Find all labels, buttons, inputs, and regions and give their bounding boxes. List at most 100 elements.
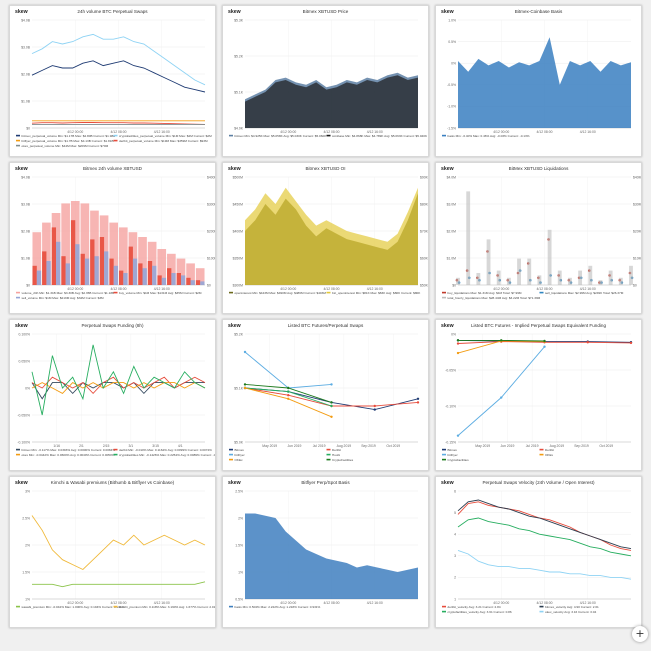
legend-entry: CryptoFacilities: [332, 458, 354, 462]
y-tick-label: 2%: [238, 516, 243, 520]
chart-svg: 0.5% 1% 1.5% 2% 2.5% 4/12 00:00 4/12 08:00 4/12…: [229, 489, 418, 609]
chart-svg: -0.100% -0.050% 0% 0.050% 0.100% 1/16 2/1 2/15 3…: [16, 332, 215, 457]
y-tick-label: $5.2K: [234, 332, 244, 336]
chart-svg: $0 $1.0B $2.0B $3.0B $4.0B $0 $100M $200M $300M $…: [16, 175, 216, 300]
y-tick-label: -0.050%: [17, 413, 30, 417]
bar-volume_24h: [109, 222, 119, 285]
legend-entry: kimchi_premium Min: 0.118% Max: 3.190% A…: [119, 605, 216, 609]
bar-sell_volume: [36, 270, 42, 285]
chart-panel: skew Bitmex-Coinbase Basis -1.5% -1.0% -0.5%…: [435, 5, 642, 157]
skew-logo: skew: [228, 323, 241, 329]
legend-entry: deribit Min: -0.010% Max: 0.1162% Avg: 0…: [119, 448, 212, 452]
y-tick-label: $4.9K: [234, 126, 244, 130]
skew-logo: skew: [15, 323, 28, 329]
marker-Deribit: [456, 342, 460, 345]
bar-volume_24h: [157, 249, 167, 285]
bar-buy_volume: [138, 263, 143, 285]
line-bitFlyer: [244, 351, 332, 389]
bar-total_hourly_liquidations: [629, 265, 633, 285]
add-chart-button[interactable]: +: [632, 626, 648, 642]
x-tick-label: Jul 2019: [313, 444, 326, 448]
chart-svg: 1 2 3 4 5 6 4/12 00:00 4/12 08:00 4/12 16:00 deri…: [442, 489, 632, 614]
bar-sell_volume: [190, 280, 195, 285]
legend-swatch: [326, 458, 331, 461]
y-tick-label: $4.0M: [447, 175, 457, 179]
bar-total_hourly_liquidations: [547, 229, 552, 285]
x-tick-label: 4/12 00:00: [67, 287, 83, 291]
bar-volume_24h: [118, 227, 128, 285]
legend-entry: okex_perpetual_volume Min: $44M Max: $20…: [22, 144, 109, 148]
marker-OKEx: [243, 386, 247, 390]
chart-title: Listed BTC Futures/Perpetual Swaps: [287, 323, 364, 328]
legend-swatch: [326, 448, 331, 451]
y2-tick-label: $40M: [633, 175, 642, 179]
y2-tick-label: $300M: [207, 202, 216, 206]
marker-bitFlyer: [456, 434, 460, 437]
y-tick-label: 2%: [25, 543, 30, 547]
y-tick-label: 0.050%: [19, 359, 31, 363]
legend-entry: wasabi_premium Min: -0.042% Max: 1.000% …: [22, 605, 125, 609]
bar-buy_volume: [99, 237, 105, 285]
x-tick-label: 4/12 08:00: [323, 130, 339, 134]
y2-tick-label: $100M: [207, 256, 216, 260]
y-tick-label: 3: [454, 554, 456, 558]
legend-swatch: [442, 610, 446, 613]
chart-panel: skew Bitflyer Perp/Spot Basis 0.5% 1% 1.5% 2%…: [222, 476, 429, 628]
y2-tick-label: $80K: [420, 202, 429, 206]
legend-swatch: [16, 144, 20, 147]
legend-entry: bitmex Min: $4.925K Max: $5.058K Avg: $5…: [235, 134, 328, 138]
legend-entry: OKEx: [235, 458, 244, 462]
bar-sell_volume: [161, 277, 167, 285]
skew-logo: skew: [228, 9, 241, 15]
y-tick-label: $2.0B: [21, 229, 31, 233]
y-tick-label: $400M: [233, 229, 244, 233]
x-tick-label: 4/12 08:00: [323, 287, 339, 291]
chart-panel: skew Kimchi & Wasabi premiums (Bithumb & …: [9, 476, 216, 628]
legend-entry: deribit_velocity Avg: 3.21 Current: 2.84: [448, 605, 501, 609]
y2-tick-label: $70K: [420, 229, 429, 233]
y-tick-label: $3.0M: [447, 202, 457, 206]
x-tick-label: 2/15: [103, 444, 110, 448]
x-tick-label: 4/12 08:00: [536, 287, 552, 291]
x-tick-label: Jul 2019: [526, 444, 539, 448]
chart-svg: 1% 1.5% 2% 2.5% 3% 4/12 00:00 4/12 08:00 4/12 1…: [16, 489, 216, 609]
y-tick-label: $300M: [233, 283, 244, 287]
bar-sell_volume: [142, 268, 147, 285]
skew-logo: skew: [15, 480, 28, 486]
bar-buy_volume: [128, 246, 133, 285]
legend-swatch: [16, 605, 20, 608]
x-tick-label: 4/12 00:00: [280, 130, 296, 134]
marker-OKEx: [330, 415, 333, 418]
legend-entry: bitflyer_perpetual_volume Min: $1.7B Max…: [22, 139, 114, 143]
legend-swatch: [16, 139, 20, 142]
marker-Huobi: [287, 390, 290, 393]
skew-logo: skew: [441, 9, 454, 15]
chart-panel: skew Perpetual Swaps Velocity (24h Volume…: [435, 476, 642, 628]
legend-swatch: [113, 453, 118, 456]
bar-sell_volume: [65, 263, 70, 285]
legend-swatch: [229, 134, 233, 137]
bar-sell_volume: [180, 275, 186, 285]
x-tick-label: 4/12 08:00: [323, 601, 339, 605]
chart-title: Perpetual Swaps Funding (8h): [81, 323, 144, 328]
x-tick-label: 4/12 16:00: [367, 130, 383, 134]
legend-entry: btc_openinterest Min: $81K Max: $83K Avg…: [332, 291, 421, 295]
x-tick-label: 4/12 00:00: [493, 130, 509, 134]
bar-total_hourly_liquidations: [486, 239, 491, 285]
area-basis: [458, 37, 631, 128]
y2-tick-label: $10M: [633, 256, 642, 260]
legend-entry: Deribit: [545, 448, 554, 452]
legend-entry: bitmex_velocity Avg: 4.90 Current: 2.01: [545, 605, 599, 609]
y-tick-label: 2.5%: [235, 489, 243, 493]
x-tick-label: 4/12 08:00: [110, 130, 126, 134]
bar-total_hourly_liquidations: [466, 191, 471, 285]
bar-volume_24h: [176, 258, 186, 285]
y-tick-label: 2: [454, 576, 456, 580]
bar-buy_volume: [109, 258, 114, 285]
bar-buy_volume: [195, 280, 201, 285]
chart-title: 24h volume BTC Perpetual Swaps: [77, 9, 148, 14]
legend-swatch: [442, 458, 446, 461]
skew-logo: skew: [441, 166, 454, 172]
bar-buy_volume: [167, 268, 172, 285]
y-tick-label: $1.0B: [21, 99, 31, 103]
